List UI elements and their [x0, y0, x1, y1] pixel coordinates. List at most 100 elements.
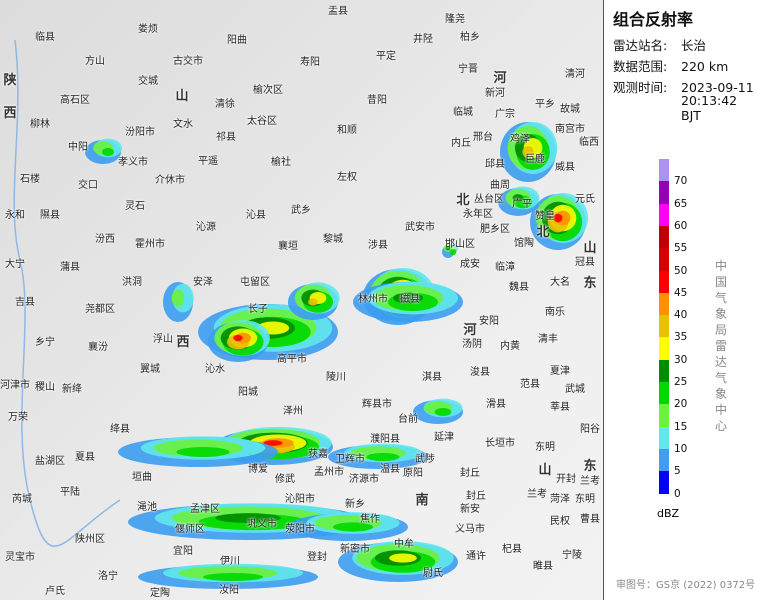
city-label: 浮山 — [153, 334, 173, 345]
legend-band — [659, 382, 669, 405]
station-value: 长治 — [681, 38, 707, 53]
city-label: 孝义市 — [118, 157, 148, 168]
city-label: 博爱 — [248, 464, 268, 475]
city-label: 原阳 — [403, 468, 423, 479]
city-label: 夏津 — [550, 366, 570, 377]
city-label: 卫辉市 — [335, 454, 365, 465]
city-label: 成安 — [460, 259, 480, 270]
city-label: 南宫市 — [555, 124, 585, 135]
city-label: 汾阳市 — [125, 127, 155, 138]
radar-echo-layer — [13, 39, 589, 589]
city-label: 宜阳 — [173, 546, 193, 557]
city-label: 阳曲 — [227, 35, 247, 46]
city-label: 淇县 — [422, 372, 442, 383]
city-label: 乡宁 — [35, 337, 55, 348]
legend-band — [659, 181, 669, 205]
city-label: 阳城 — [238, 387, 258, 398]
source-char: 象 — [714, 307, 727, 321]
time-label: 观测时间: — [613, 80, 668, 95]
city-label: 昔阳 — [367, 95, 387, 106]
radar-echo — [512, 194, 524, 202]
city-label: 武陟 — [415, 454, 435, 465]
source-char: 达 — [714, 355, 727, 369]
radar-echo — [366, 453, 400, 461]
city-label: 阳谷 — [580, 424, 600, 435]
city-label: 内丘 — [451, 138, 471, 149]
city-label: 丛台区 — [474, 194, 504, 205]
city-label: 介休市 — [155, 175, 185, 186]
city-label: 浚县 — [470, 367, 490, 378]
legend-tick: 15 — [674, 420, 688, 433]
city-label: 清河 — [565, 69, 585, 80]
range-value: 220 km — [681, 59, 729, 74]
radar-echo — [451, 246, 455, 250]
city-label: 辉县市 — [362, 399, 392, 410]
city-label: 屯留区 — [240, 277, 270, 288]
city-label: 大宁 — [5, 259, 25, 270]
city-label: 兰考 — [580, 476, 600, 487]
radar-map[interactable]: 陕西山西河北北山东河南山东临县 方山 交城 古交市 阳曲 盂县 平定 井陉 寿阳 榆次区 昔阳 清徐太… — [0, 0, 603, 600]
city-label: 盂县 — [328, 6, 348, 17]
city-label: 榆社 — [271, 157, 291, 168]
city-label: 沁县 — [246, 210, 266, 221]
city-label: 吉县 — [15, 297, 35, 308]
city-label: 洪洞 — [122, 277, 142, 288]
source-char: 象 — [714, 387, 727, 401]
legend-tick: 30 — [674, 353, 688, 366]
city-label: 石楼 — [20, 174, 40, 185]
province-label: 山 — [583, 240, 597, 256]
range-label: 数据范围: — [613, 59, 668, 74]
city-label: 武城 — [565, 384, 585, 395]
city-label: 渑池 — [137, 502, 157, 513]
legend-band — [659, 337, 669, 361]
city-label: 菏泽 — [550, 494, 570, 505]
city-label: 古交市 — [173, 56, 203, 67]
city-label: 寿阳 — [300, 57, 320, 68]
city-label: 中阳 — [68, 142, 88, 153]
city-label: 修武 — [275, 474, 295, 485]
city-label: 襄垣 — [278, 241, 298, 252]
city-label: 磁县 — [400, 294, 420, 305]
legend-tick: 5 — [674, 465, 681, 478]
city-label: 济源市 — [349, 474, 379, 485]
city-label: 冠县 — [575, 257, 595, 268]
legend-tick: 35 — [674, 331, 688, 344]
radar-echo — [102, 148, 114, 156]
city-label: 台前 — [398, 414, 418, 425]
source-text: 中国气象局雷达气象中心 — [714, 258, 728, 434]
legend-tick: 20 — [674, 398, 688, 411]
city-label: 高石区 — [60, 95, 90, 106]
province-label: 北 — [456, 192, 470, 208]
date-value: 2023-09-11 — [681, 80, 754, 95]
legend-band — [659, 292, 669, 316]
time-row: 观测时间: 2023-09-11 — [613, 77, 754, 96]
river — [13, 39, 121, 547]
city-label: 东明 — [535, 442, 555, 453]
city-label: 芮城 — [12, 494, 32, 505]
city-label: 邢台 — [473, 132, 493, 143]
city-label: 永年区 — [463, 209, 493, 220]
city-label: 荥阳市 — [285, 524, 315, 535]
city-label: 宁陵 — [562, 550, 582, 561]
city-label: 陵川 — [326, 372, 346, 383]
city-label: 夏县 — [75, 452, 95, 463]
legend-unit: dBZ — [657, 507, 680, 520]
legend-tick: 40 — [674, 309, 688, 322]
city-label: 河津市 — [0, 380, 30, 391]
city-label: 蒲县 — [60, 262, 80, 273]
radar-echo — [333, 522, 373, 532]
source-char: 雷 — [714, 339, 727, 353]
legend-band — [659, 448, 669, 472]
legend-tick: 50 — [674, 264, 688, 277]
city-label: 新安 — [460, 504, 480, 515]
map-approval-number: 审图号：GS京 (2022) 0372号 — [616, 580, 756, 591]
legend-tick: 65 — [674, 197, 688, 210]
city-label: 交城 — [138, 76, 158, 87]
city-label: 馆陶 — [514, 238, 534, 249]
radar-echo — [393, 292, 423, 304]
province-label: 北 — [536, 224, 550, 240]
city-label: 元氏 — [575, 194, 595, 205]
city-label: 莘县 — [550, 402, 570, 413]
city-label: 灵石 — [125, 201, 145, 212]
province-label: 西 — [176, 334, 190, 350]
